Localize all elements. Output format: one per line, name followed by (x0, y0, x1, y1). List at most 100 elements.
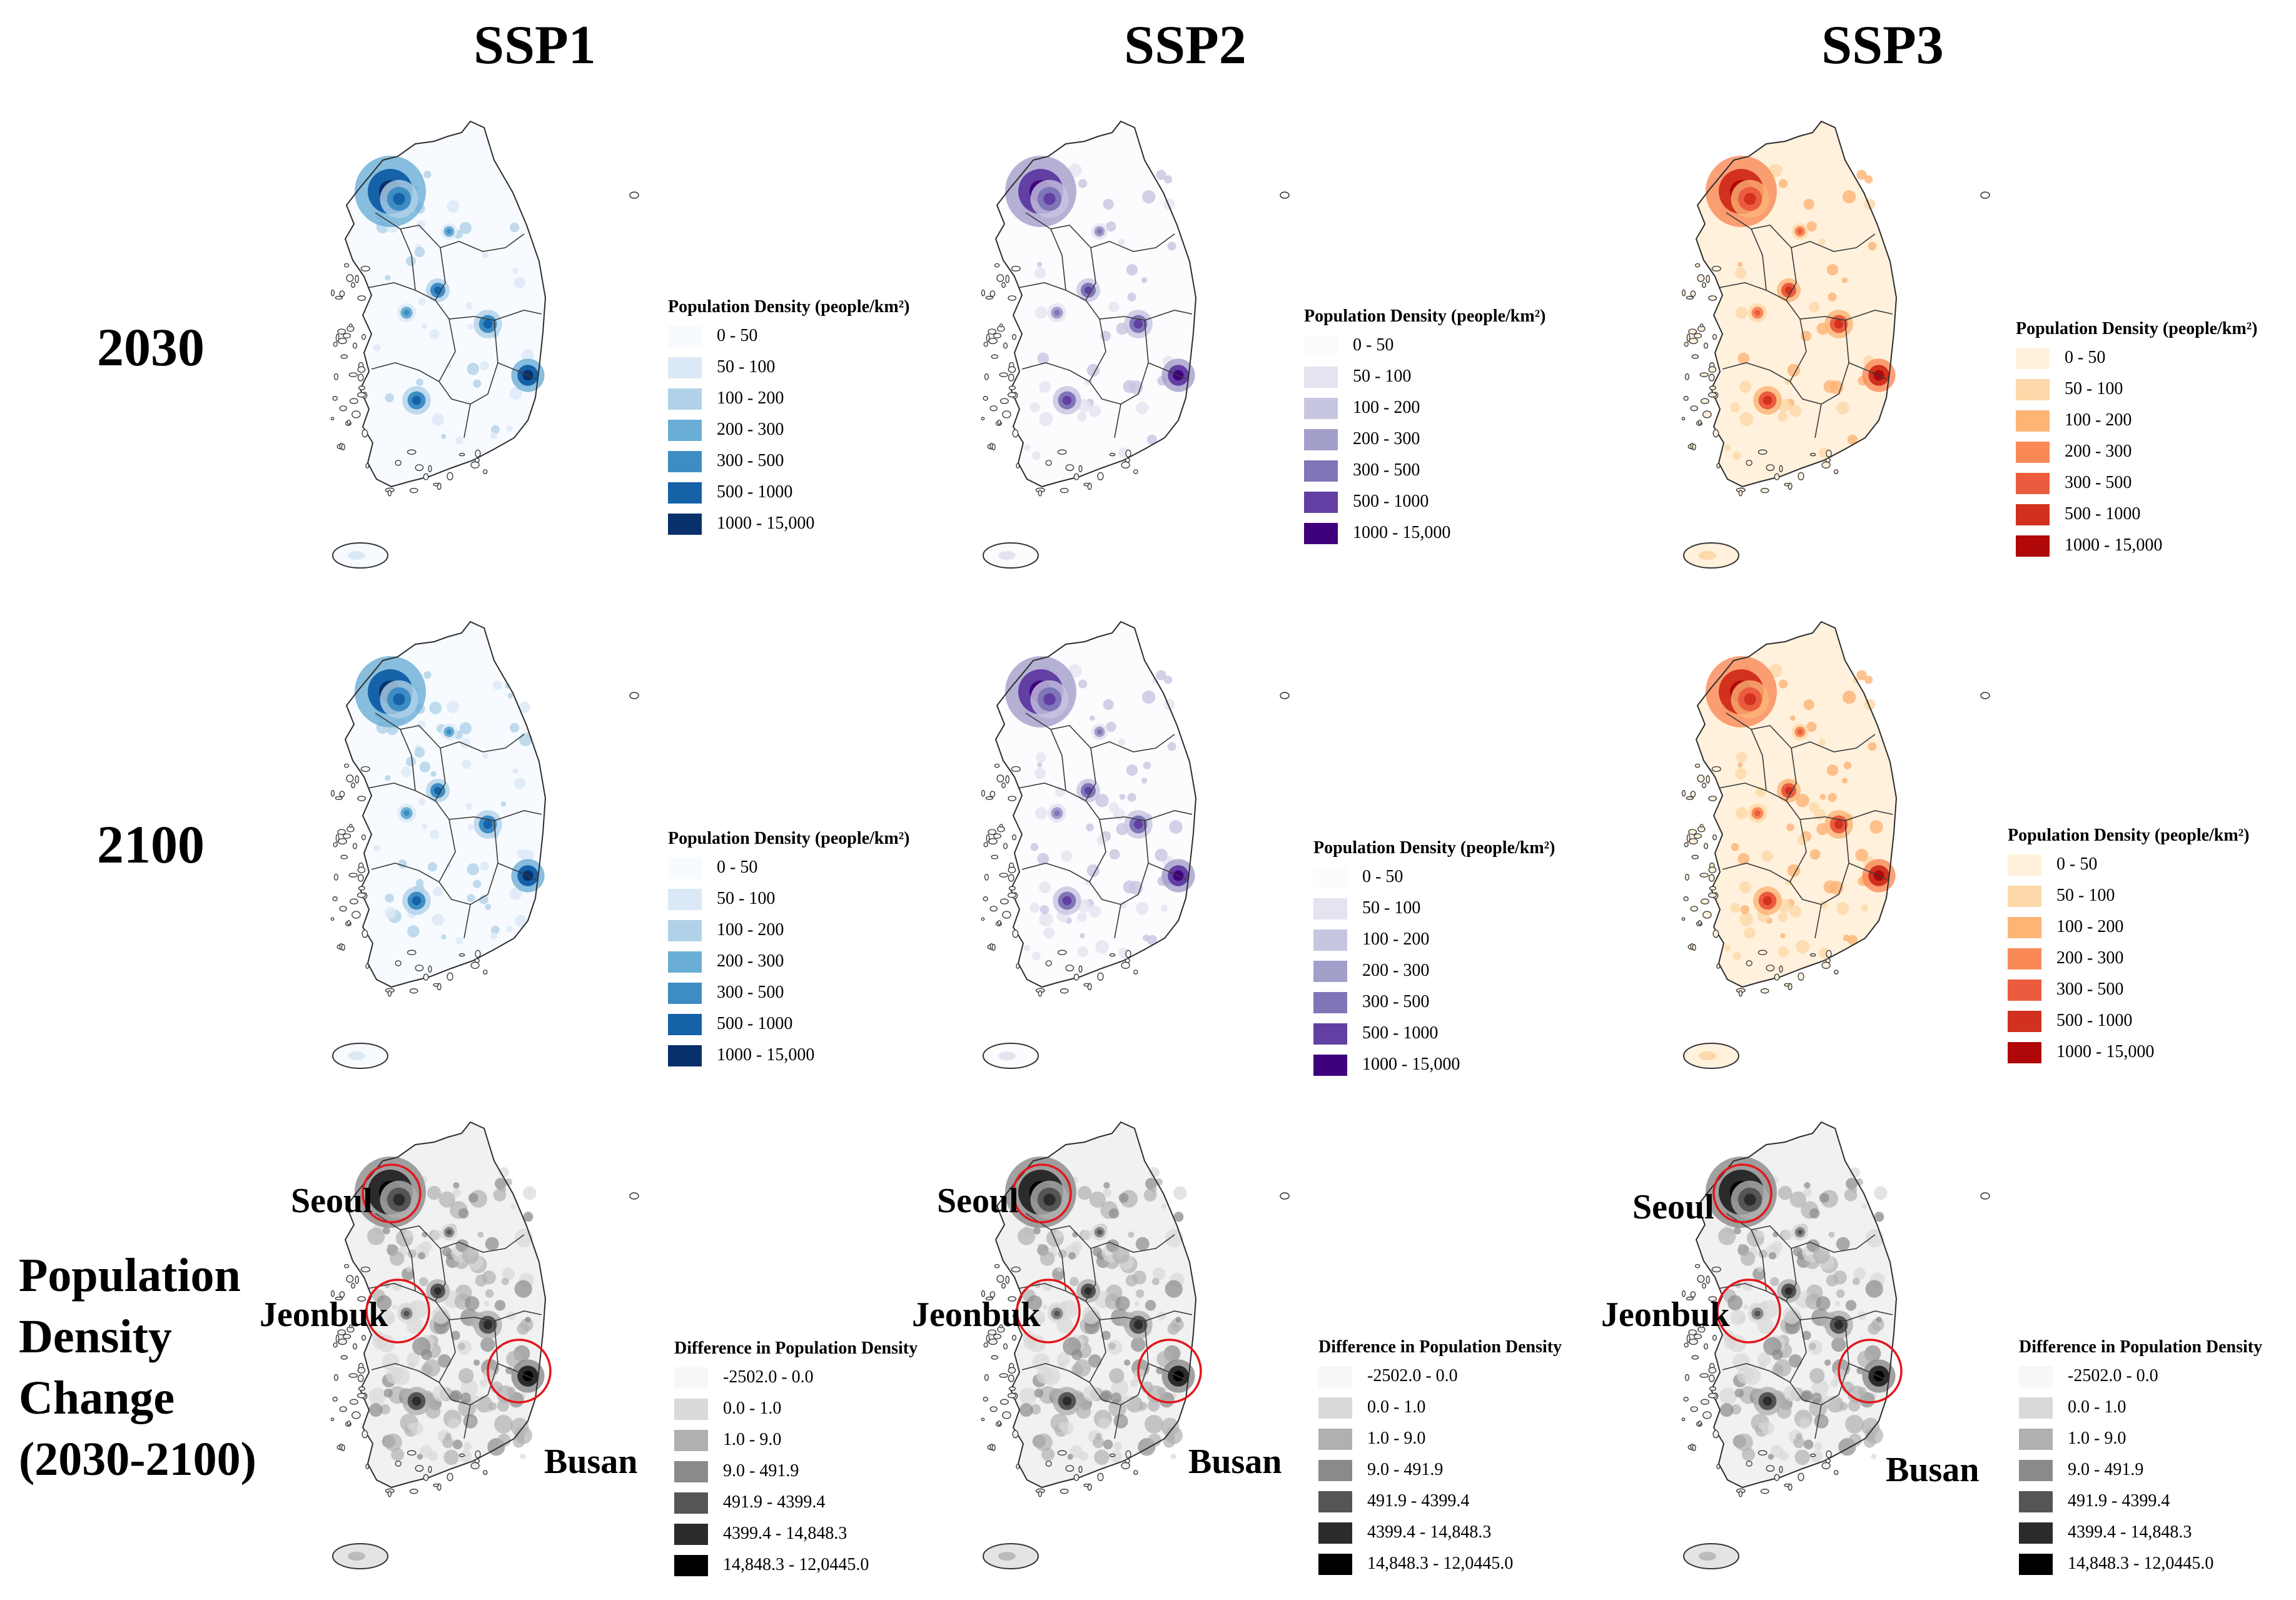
density-speckle (1731, 843, 1739, 851)
island (1826, 449, 1832, 458)
density-speckle (1095, 794, 1109, 808)
density-speckle (1734, 1227, 1741, 1235)
legend-label: 500 - 1000 (717, 482, 793, 502)
island (981, 1417, 985, 1422)
density-speckle (460, 1392, 472, 1404)
island (985, 1297, 993, 1300)
density-speckle (1175, 1317, 1181, 1323)
legend-swatch (1318, 1522, 1352, 1544)
province-border (375, 712, 525, 752)
density-speckle (1826, 1274, 1839, 1287)
island (1703, 843, 1709, 849)
island (1711, 766, 1721, 772)
density-speckle (1110, 1392, 1122, 1404)
island (1684, 1342, 1689, 1348)
legend-label: 0 - 50 (2056, 854, 2098, 874)
legend-label: 1.0 - 9.0 (1367, 1429, 1426, 1448)
legend-item: 300 - 500 (2008, 976, 2249, 1007)
island (360, 265, 370, 272)
legend-label: 200 - 300 (1353, 429, 1420, 448)
island (330, 789, 335, 797)
province-border (1085, 747, 1096, 801)
row-title-change-line: Change (19, 1372, 175, 1424)
density-speckle (1787, 363, 1801, 377)
density-speckle (1789, 405, 1802, 417)
island (357, 866, 366, 874)
density-speckle (1043, 927, 1055, 939)
density-speckle (433, 886, 443, 897)
island (1057, 1450, 1067, 1456)
density-speckle (1814, 808, 1826, 821)
legend-title: Population Density (people/km²) (668, 829, 910, 848)
island (351, 782, 355, 789)
island (988, 328, 997, 335)
density-speckle (1738, 1243, 1744, 1250)
legend-title: Population Density (people/km²) (1304, 306, 1546, 326)
density-speckle (1036, 752, 1046, 763)
density-speckle (1033, 1227, 1041, 1235)
island (1008, 866, 1016, 874)
density-speckle (1160, 904, 1168, 912)
island (357, 366, 366, 373)
province-border (1786, 747, 1797, 801)
highlight-circle (1838, 1339, 1903, 1404)
island (1766, 464, 1775, 471)
island (1825, 458, 1831, 463)
density-speckle (1736, 306, 1748, 319)
density-speckle (1780, 933, 1786, 939)
label-seoul-ssp1: Seoul (291, 1182, 373, 1220)
label-jeonbuk-ssp1: Jeonbuk (260, 1295, 388, 1334)
island (991, 1444, 996, 1451)
legend-swatch (2008, 886, 2041, 907)
island (1686, 296, 1694, 300)
island (988, 838, 998, 845)
island (1700, 398, 1709, 404)
density-speckle (385, 893, 394, 903)
island (1683, 1397, 1689, 1402)
density-speckle (1061, 850, 1073, 862)
density-speckle (1736, 752, 1747, 763)
density-speckle (1763, 1337, 1782, 1356)
legend-label: 50 - 100 (2065, 379, 2123, 398)
density-speckle (1165, 1280, 1183, 1298)
island (351, 911, 361, 919)
province-border (375, 212, 525, 252)
legend-swatch (674, 1399, 708, 1420)
density-speckle (1145, 1178, 1157, 1190)
island (409, 488, 418, 494)
urban-core (1834, 1320, 1844, 1330)
density-speckle (1757, 1352, 1771, 1366)
jeju-interior (348, 1552, 365, 1561)
density-speckle (514, 1280, 532, 1298)
density-speckle (458, 1399, 477, 1417)
legend-item: 14,848.3 - 12,0445.0 (674, 1551, 918, 1582)
island (997, 920, 1001, 926)
density-speckle (1103, 1439, 1113, 1450)
density-speckle (373, 844, 381, 852)
density-speckle (379, 1309, 395, 1325)
province-border (400, 1229, 416, 1292)
legend-title: Difference in Population Density (674, 1339, 918, 1358)
legend-swatch (1313, 1055, 1347, 1076)
island (985, 296, 993, 300)
island (1779, 1466, 1783, 1473)
density-speckle (1032, 451, 1041, 460)
density-speckle (1139, 1402, 1148, 1410)
legend-label: 0 - 50 (1353, 335, 1394, 355)
legend-label: 50 - 100 (2056, 886, 2115, 905)
density-speckle (1737, 261, 1743, 267)
density-speckle (1864, 676, 1873, 684)
province-border (371, 863, 471, 905)
legend-item: 491.9 - 4399.4 (674, 1489, 918, 1520)
island (983, 342, 988, 347)
island (337, 1329, 346, 1335)
island (1712, 334, 1717, 340)
island (1125, 1459, 1131, 1464)
density-speckle (490, 933, 497, 940)
density-speckle (1057, 1352, 1071, 1366)
density-speckle (467, 824, 473, 831)
density-speckle (383, 1388, 393, 1398)
density-speckle (1809, 1368, 1825, 1384)
density-speckle (385, 393, 394, 403)
urban-core (1043, 193, 1056, 205)
